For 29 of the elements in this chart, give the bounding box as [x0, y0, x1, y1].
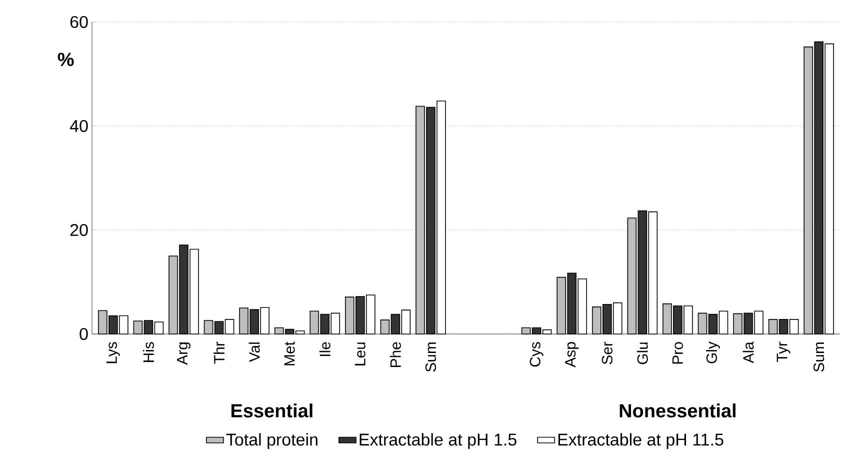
x-tick-label: Ser	[602, 342, 612, 364]
text: Nonessential	[620, 404, 736, 418]
x-tick-label: Leu	[354, 342, 366, 366]
x-tick-label: Tyr	[776, 342, 790, 362]
x-tick-label: Phe	[390, 342, 401, 367]
x-tick-label: Gly	[706, 342, 720, 364]
legend-label: Extractable at pH 11.5	[558, 433, 724, 450]
y-tick-label: 20	[70, 224, 88, 236]
x-tick-label: Asp	[565, 342, 579, 368]
y-tick-label: 60	[70, 16, 88, 28]
x-tick-label: Sum	[425, 342, 436, 372]
text: Essential	[232, 404, 312, 418]
legend-label: Total protein	[226, 433, 318, 450]
x-tick-label: Pro	[672, 342, 683, 364]
legend-label: Extractable at pH 1.5	[360, 433, 516, 450]
x-tick-label: Met	[284, 342, 295, 366]
y-tick-label: 0	[80, 328, 88, 340]
y-axis-title: %	[58, 52, 74, 66]
x-tick-label: Val	[248, 342, 260, 362]
x-tick-label: Ala	[742, 342, 754, 364]
y-tick-label: 40	[70, 120, 88, 132]
x-tick-label: Glu	[636, 342, 648, 364]
x-tick-label: Ile	[319, 342, 330, 356]
x-tick-label: His	[142, 342, 154, 362]
x-tick-label: Thr	[214, 342, 224, 364]
x-tick-label: Lys	[106, 342, 120, 364]
x-tick-label: Cys	[530, 342, 544, 367]
x-tick-label: Sum	[814, 342, 824, 372]
x-tick-label: Arg	[177, 342, 190, 365]
